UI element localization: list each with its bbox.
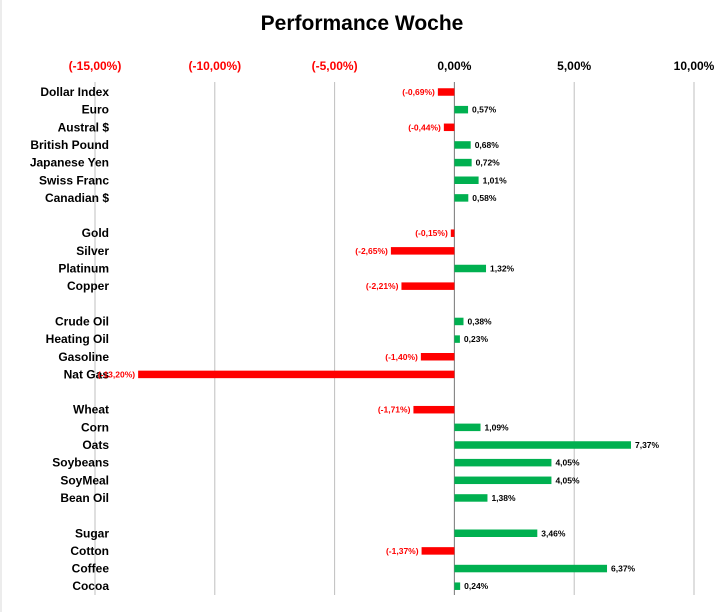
data-label: (-1,40%)	[385, 352, 418, 362]
bar	[454, 105, 469, 114]
x-tick-label: 0,00%	[437, 59, 471, 73]
bar	[420, 353, 455, 361]
bar	[454, 476, 552, 485]
category-label: Bean Oil	[60, 491, 109, 505]
bar	[454, 458, 552, 467]
data-label: 0,24%	[464, 581, 489, 591]
chart-title: Performance Woche	[261, 12, 464, 35]
data-label: (-1,71%)	[378, 405, 411, 415]
bar	[454, 264, 487, 273]
bar	[390, 247, 455, 255]
category-label: Crude Oil	[55, 314, 109, 328]
x-tick-label: (-10,00%)	[188, 59, 241, 73]
data-label: (-0,15%)	[415, 228, 448, 238]
bar	[454, 335, 460, 343]
category-label: Cotton	[70, 544, 109, 558]
category-label: Canadian $	[45, 191, 109, 205]
bar	[454, 176, 479, 184]
data-label: 0,38%	[468, 316, 493, 326]
category-label: Coffee	[72, 562, 110, 576]
bars	[138, 88, 631, 590]
category-label: Sugar	[75, 526, 109, 540]
x-tick-label: (-5,00%)	[312, 59, 358, 73]
category-label: Copper	[67, 279, 109, 293]
data-label: (-2,21%)	[366, 281, 399, 291]
bar	[450, 229, 455, 237]
data-label: 1,01%	[483, 175, 508, 185]
data-label: 0,68%	[475, 140, 500, 150]
bar	[454, 494, 488, 502]
category-label: Gasoline	[58, 350, 109, 364]
bar	[454, 317, 464, 326]
data-label: (-13,20%)	[98, 369, 135, 379]
category-label: Platinum	[58, 262, 109, 276]
bar	[454, 141, 471, 149]
bar	[421, 547, 455, 555]
bar	[443, 123, 455, 132]
category-label: Dollar Index	[40, 85, 109, 99]
bar	[454, 423, 481, 432]
category-label: Nat Gas	[64, 367, 110, 381]
bar	[437, 88, 455, 96]
category-label: SoyMeal	[60, 473, 109, 487]
category-label: Wheat	[73, 403, 109, 417]
category-label: British Pound	[30, 138, 109, 152]
data-label: 6,37%	[611, 564, 636, 574]
data-label: (-2,65%)	[355, 246, 388, 256]
category-label: Gold	[82, 226, 109, 240]
category-label: Swiss Franc	[39, 173, 109, 187]
bar	[454, 564, 608, 573]
category-label: Oats	[82, 438, 109, 452]
category-label: Heating Oil	[46, 332, 109, 346]
data-label: (-0,69%)	[402, 87, 435, 97]
bar	[454, 194, 469, 202]
data-label: (-1,37%)	[386, 546, 419, 556]
data-label: 0,72%	[476, 158, 501, 168]
bar	[454, 529, 538, 537]
data-label: 7,37%	[635, 440, 660, 450]
data-label: 0,57%	[472, 105, 497, 115]
labels: (-15,00%) (-10,00%) (-5,00%) 0,00% 5,00% 10,0…	[30, 59, 715, 593]
data-label: 1,38%	[491, 493, 516, 503]
data-label: 0,23%	[464, 334, 489, 344]
data-label: 3,46%	[541, 528, 566, 538]
category-label: Corn	[81, 420, 109, 434]
x-tick-label: (-15,00%)	[69, 59, 122, 73]
category-label: Euro	[82, 103, 109, 117]
data-label: 4,05%	[555, 475, 580, 485]
bar	[413, 405, 455, 414]
x-tick-label: 10,00%	[674, 59, 715, 73]
category-label: Austral $	[58, 120, 110, 134]
category-label: Soybeans	[52, 456, 109, 470]
category-label: Cocoa	[72, 579, 109, 593]
bar	[454, 582, 461, 590]
bar	[454, 441, 631, 449]
data-label: (-0,44%)	[408, 122, 441, 132]
category-label: Silver	[76, 244, 109, 258]
data-label: 0,58%	[472, 193, 497, 203]
data-label: 4,05%	[555, 458, 580, 468]
x-tick-label: 5,00%	[557, 59, 591, 73]
bar	[454, 158, 472, 167]
category-label: Japanese Yen	[30, 156, 109, 170]
bar	[138, 370, 455, 379]
data-label: 1,32%	[490, 264, 515, 274]
data-label: 1,09%	[485, 422, 510, 432]
bar	[401, 282, 455, 290]
